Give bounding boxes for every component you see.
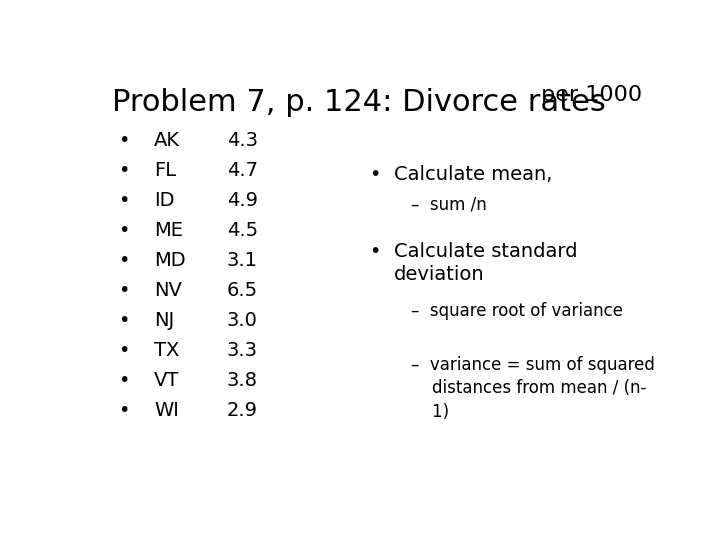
Text: WI: WI: [154, 401, 179, 420]
Text: •: •: [369, 241, 380, 260]
Text: –  variance = sum of squared
    distances from mean / (n-
    1): – variance = sum of squared distances fr…: [411, 356, 654, 421]
Text: 2.9: 2.9: [227, 401, 258, 420]
Text: per 1000: per 1000: [534, 85, 642, 105]
Text: •: •: [118, 281, 130, 300]
Text: TX: TX: [154, 341, 179, 360]
Text: Calculate mean,: Calculate mean,: [394, 165, 552, 184]
Text: NJ: NJ: [154, 311, 174, 330]
Text: MD: MD: [154, 251, 186, 270]
Text: 6.5: 6.5: [227, 281, 258, 300]
Text: 3.8: 3.8: [227, 371, 258, 390]
Text: •: •: [118, 191, 130, 210]
Text: ID: ID: [154, 191, 175, 210]
Text: 4.3: 4.3: [227, 131, 258, 150]
Text: •: •: [118, 311, 130, 330]
Text: •: •: [118, 341, 130, 360]
Text: •: •: [118, 251, 130, 270]
Text: VT: VT: [154, 371, 179, 390]
Text: AK: AK: [154, 131, 180, 150]
Text: 3.0: 3.0: [227, 311, 258, 330]
Text: –  sum /n: – sum /n: [411, 196, 487, 214]
Text: •: •: [118, 131, 130, 150]
Text: FL: FL: [154, 161, 176, 180]
Text: 4.7: 4.7: [227, 161, 258, 180]
Text: –  square root of variance: – square root of variance: [411, 302, 623, 320]
Text: •: •: [118, 221, 130, 240]
Text: •: •: [118, 371, 130, 390]
Text: •: •: [118, 401, 130, 420]
Text: 3.1: 3.1: [227, 251, 258, 270]
Text: 4.9: 4.9: [227, 191, 258, 210]
Text: 3.3: 3.3: [227, 341, 258, 360]
Text: NV: NV: [154, 281, 182, 300]
Text: 4.5: 4.5: [227, 221, 258, 240]
Text: •: •: [369, 165, 380, 184]
Text: Calculate standard
deviation: Calculate standard deviation: [394, 241, 577, 284]
Text: ME: ME: [154, 221, 183, 240]
Text: •: •: [118, 161, 130, 180]
Text: Problem 7, p. 124: Divorce rates: Problem 7, p. 124: Divorce rates: [112, 87, 606, 117]
